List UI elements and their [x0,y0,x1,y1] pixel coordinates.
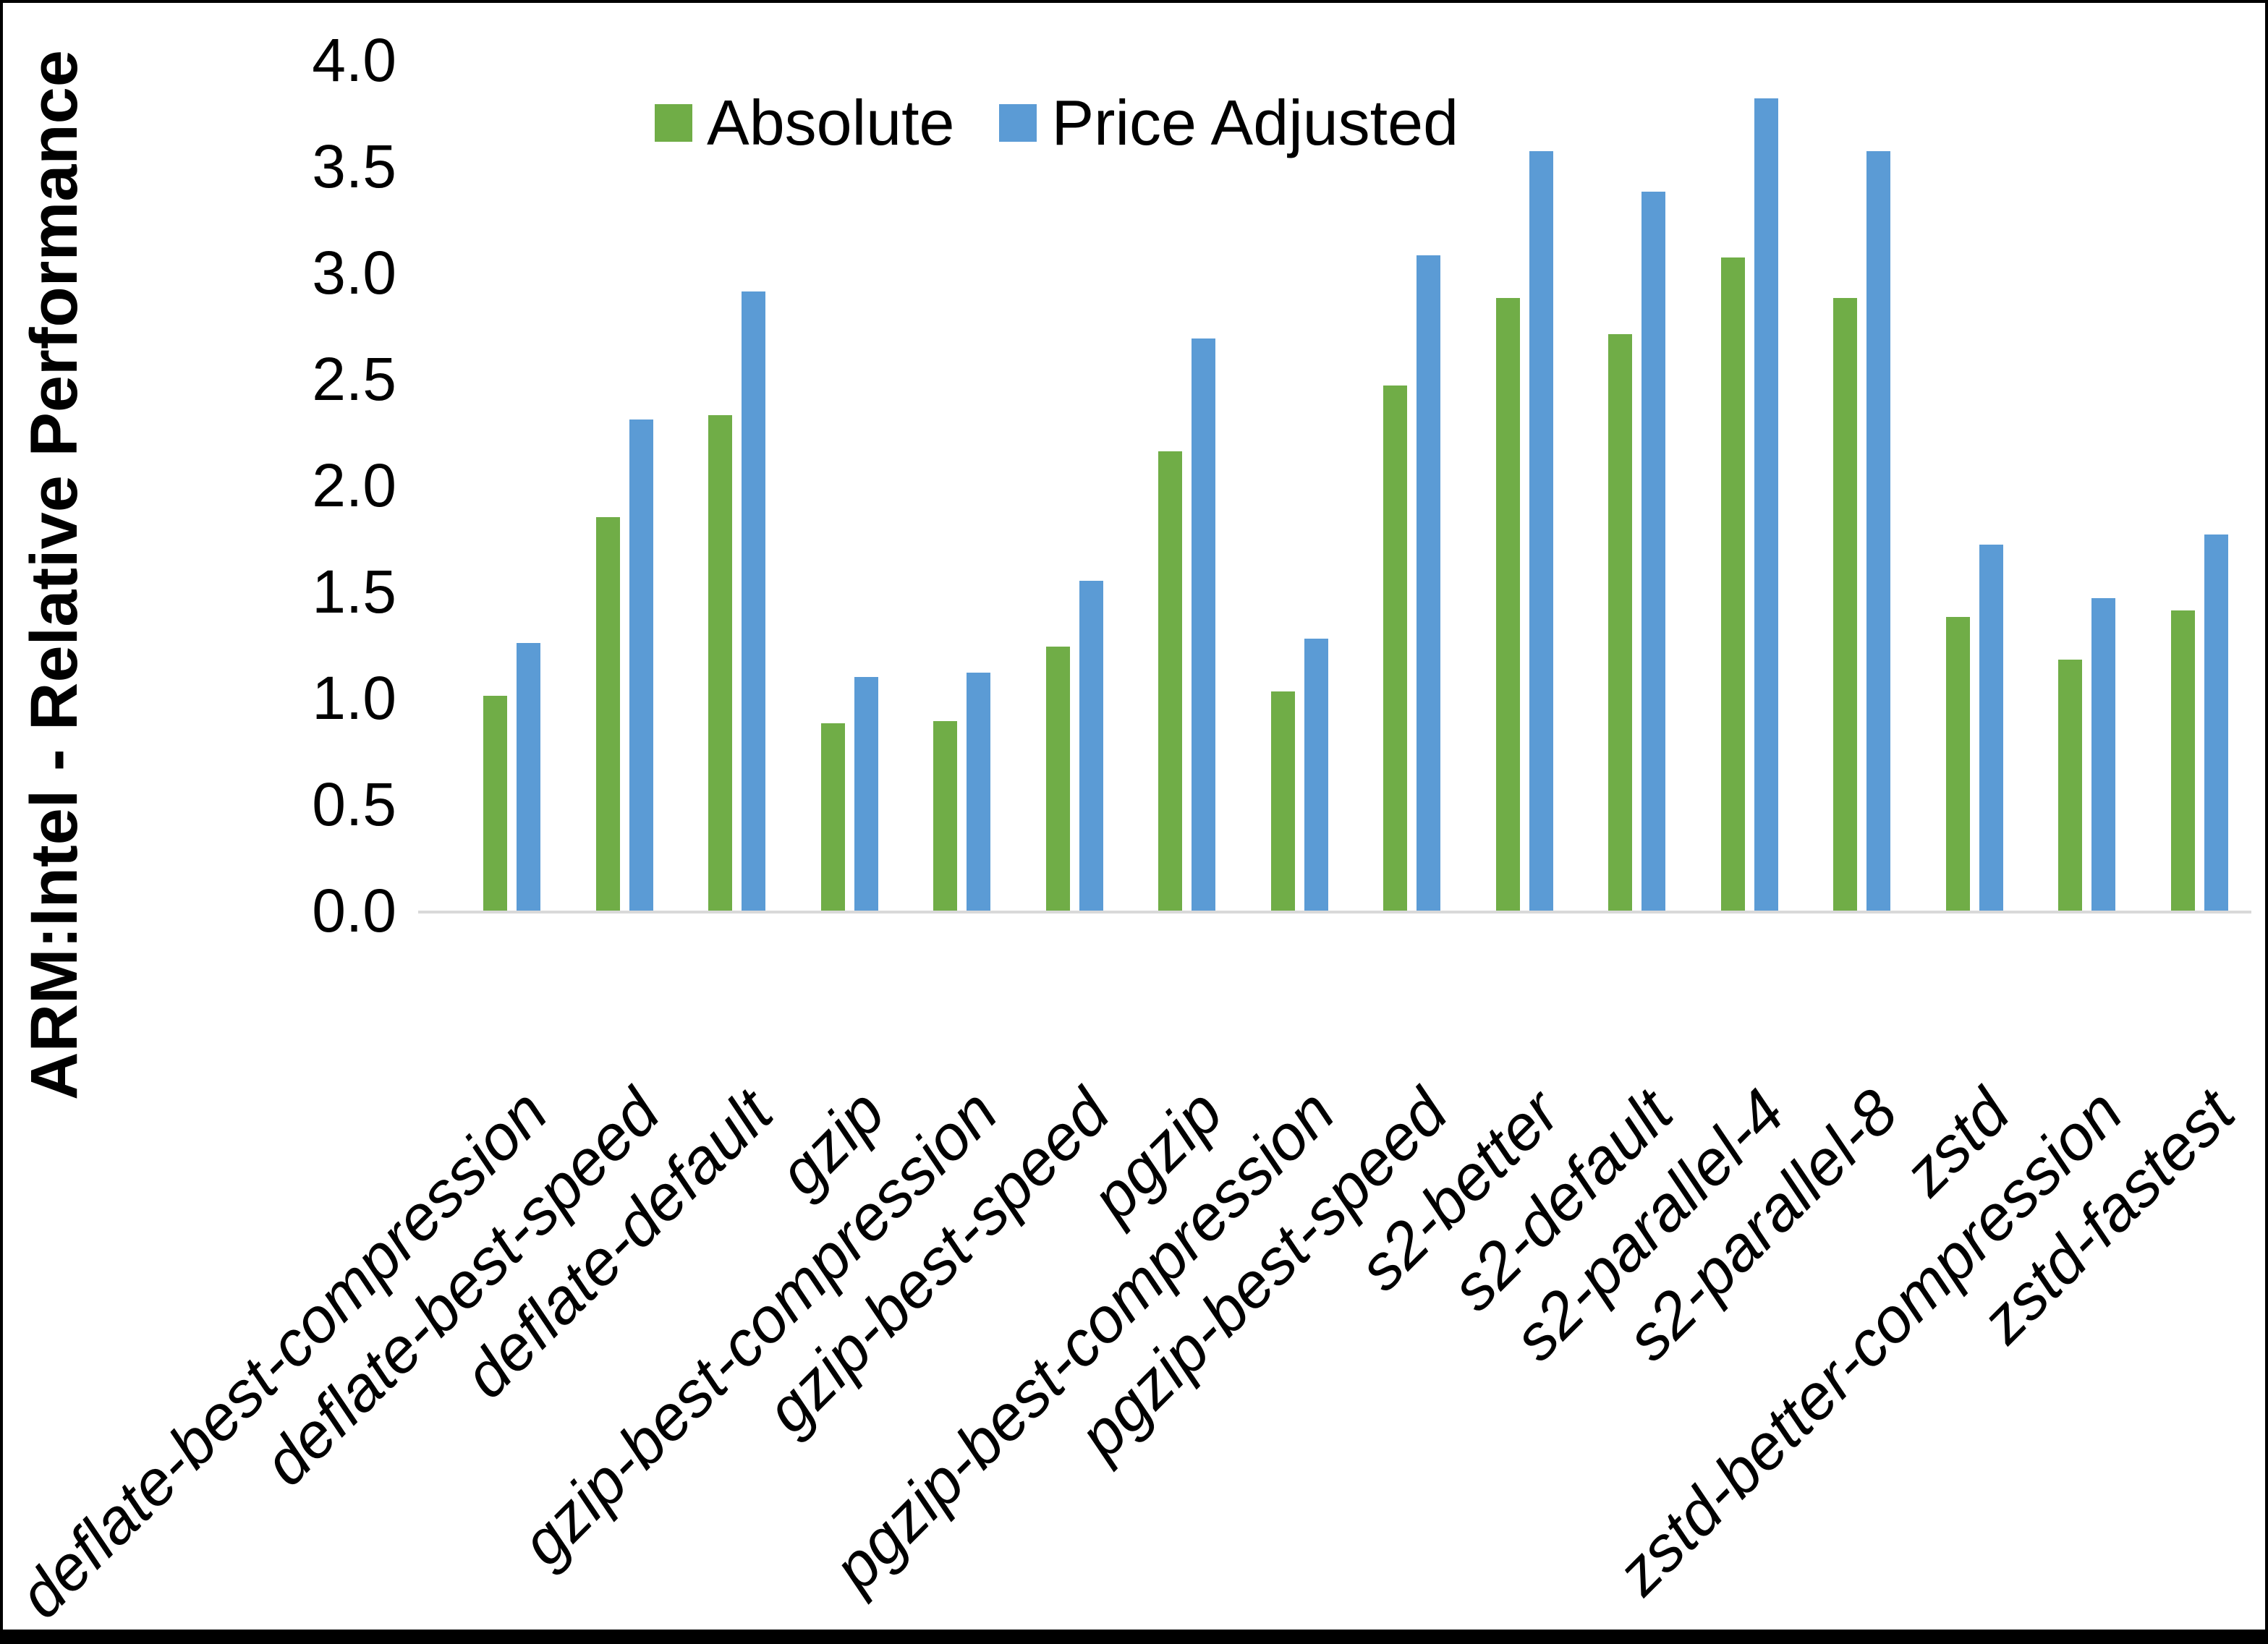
bar-price-adjusted-zstd-fastest [2204,534,2228,911]
bar-price-adjusted-s2-default [1641,192,1665,911]
bar-absolute-pgzip-best-compression [1270,691,1295,911]
y-tick-3.5: 3.5 [312,132,396,200]
bar-price-adjusted-s2-parallel-4 [1754,98,1778,911]
frame-border-bottom [0,1630,2268,1644]
y-tick-1.0: 1.0 [312,664,396,732]
bar-absolute-pgzip-best-speed [1383,385,1407,911]
legend: Absolute Price Adjusted [655,88,1503,158]
y-tick-2.0: 2.0 [312,451,396,519]
legend-label-absolute: Absolute [707,87,955,158]
bar-price-adjusted-gzip-best-speed [1079,581,1103,911]
frame-border-right [2265,0,2268,1644]
bar-price-adjusted-deflate-best-speed [629,419,653,911]
y-tick-2.5: 2.5 [312,345,396,413]
bar-absolute-pgzip [1158,451,1182,911]
bar-absolute-zstd-better-compression [2058,660,2082,911]
bar-price-adjusted-gzip [854,676,878,911]
y-tick-0.5: 0.5 [312,770,396,838]
bar-price-adjusted-deflate-best-compression [517,642,540,911]
bar-price-adjusted-zstd-better-compression [2091,597,2115,911]
frame-border-top [0,0,2268,3]
bar-price-adjusted-deflate-default [742,291,765,911]
bar-absolute-deflate-default [708,414,732,911]
bar-price-adjusted-pgzip-best-compression [1304,638,1328,911]
bar-absolute-gzip-best-compression [933,721,957,911]
legend-swatch-absolute [655,104,692,142]
bar-absolute-deflate-best-compression [483,696,507,911]
y-tick-1.5: 1.5 [312,558,396,626]
frame-border-left [0,0,3,1644]
bar-absolute-s2-parallel-4 [1720,257,1745,911]
bar-price-adjusted-s2-parallel-8 [1866,151,1890,911]
y-tick-0.0: 0.0 [312,877,396,945]
bar-absolute-s2-default [1608,334,1632,911]
bar-price-adjusted-pgzip [1192,338,1215,911]
bar-absolute-zstd [1945,617,1970,911]
bar-absolute-s2-parallel-8 [1833,298,1857,911]
y-tick-3.0: 3.0 [312,239,396,307]
bar-price-adjusted-zstd [1979,545,2003,911]
x-axis-line [418,911,2251,913]
legend-label-price-adjusted: Price Adjusted [1051,87,1459,158]
bar-absolute-gzip [820,723,845,911]
bar-absolute-deflate-best-speed [595,517,620,911]
bar-price-adjusted-pgzip-best-speed [1417,255,1440,911]
bar-price-adjusted-s2-better [1529,151,1553,911]
legend-swatch-price-adjusted [999,104,1037,142]
bar-absolute-s2-better [1495,298,1520,911]
bar-absolute-zstd-fastest [2170,610,2195,911]
bar-absolute-gzip-best-speed [1045,647,1070,911]
bar-price-adjusted-gzip-best-compression [967,672,990,911]
y-tick-4.0: 4.0 [312,26,396,94]
